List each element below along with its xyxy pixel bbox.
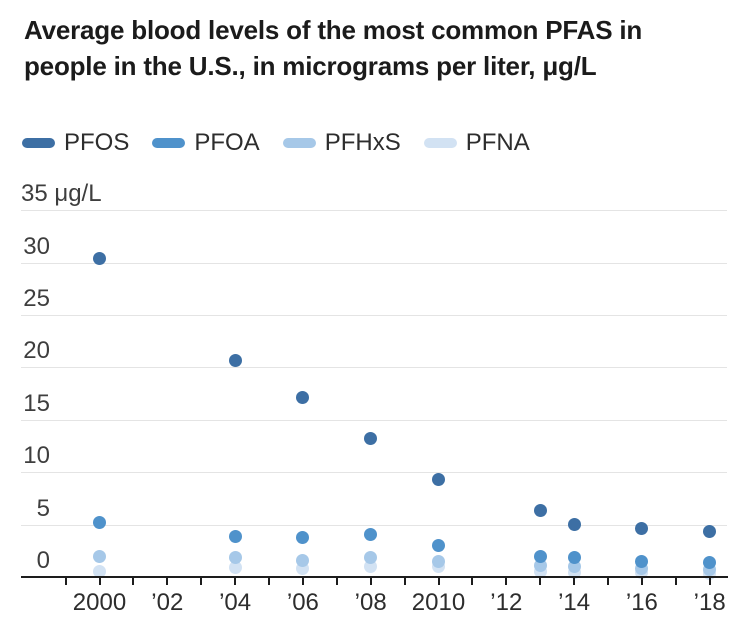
x-axis-label-2010: 2010 bbox=[411, 589, 466, 616]
x-axis-tick-2014 bbox=[573, 578, 576, 585]
data-point-PFHxS-2000 bbox=[93, 549, 106, 563]
y-axis-label-5: 5 bbox=[36, 495, 50, 522]
x-axis-label-2018: ’18 bbox=[693, 589, 726, 616]
x-axis-tick-2009 bbox=[403, 578, 406, 585]
x-axis-tick-1999 bbox=[64, 578, 67, 585]
x-axis-tick-2010 bbox=[437, 578, 440, 585]
x-axis-label-2000: 2000 bbox=[72, 589, 127, 616]
x-axis-tick-2004 bbox=[234, 578, 237, 585]
gridline-15 bbox=[21, 420, 727, 421]
legend-label: PFHxS bbox=[324, 129, 401, 156]
y-axis-label-0: 0 bbox=[36, 547, 50, 574]
legend-swatch-icon bbox=[22, 138, 55, 148]
data-point-PFOS-2000 bbox=[93, 251, 106, 265]
data-point-PFOA-2013 bbox=[533, 549, 547, 563]
legend-label: PFNA bbox=[465, 129, 530, 156]
y-axis-label-20: 20 bbox=[23, 337, 50, 364]
x-axis-tick-2013 bbox=[539, 578, 542, 585]
data-point-PFOS-2010 bbox=[432, 473, 445, 486]
legend-item-PFOS: PFOS bbox=[22, 130, 129, 156]
data-point-PFNA-2004 bbox=[228, 561, 242, 575]
gridline-35 bbox=[21, 210, 727, 211]
data-point-PFOS-2004 bbox=[228, 353, 242, 367]
data-point-PFOA-2014 bbox=[567, 550, 581, 564]
x-axis-tick-2015 bbox=[607, 578, 609, 585]
gridline-20 bbox=[21, 367, 727, 368]
y-axis-label-15: 15 bbox=[23, 390, 50, 417]
data-point-PFHxS-2004 bbox=[228, 550, 242, 564]
y-axis-label-30: 30 bbox=[23, 233, 50, 260]
x-axis-tick-2017 bbox=[674, 578, 677, 585]
legend-swatch-icon bbox=[152, 138, 186, 148]
data-point-PFNA-2000 bbox=[93, 565, 106, 579]
x-axis-tick-2018 bbox=[708, 578, 711, 585]
gridline-5 bbox=[21, 525, 727, 526]
gridline-30 bbox=[21, 263, 727, 264]
x-axis-tick-2003 bbox=[200, 578, 203, 585]
data-point-PFOA-2000 bbox=[93, 515, 106, 529]
data-point-PFOS-2006 bbox=[296, 391, 310, 405]
data-point-PFOS-2016 bbox=[635, 522, 649, 536]
x-axis-tick-2005 bbox=[268, 578, 270, 585]
x-axis-tick-2007 bbox=[335, 578, 338, 585]
x-axis-label-2008: ’08 bbox=[354, 589, 387, 616]
data-point-PFOA-2004 bbox=[228, 529, 242, 543]
gridline-10 bbox=[21, 472, 727, 473]
data-point-PFHxS-2006 bbox=[296, 553, 310, 567]
data-point-PFOS-2013 bbox=[533, 504, 547, 518]
x-axis-tick-2012 bbox=[505, 578, 508, 585]
x-axis-tick-2000 bbox=[98, 578, 101, 585]
data-point-PFOS-2014 bbox=[567, 518, 581, 532]
legend-swatch-icon bbox=[423, 138, 457, 148]
data-point-PFHxS-2008 bbox=[364, 550, 378, 564]
data-point-PFOA-2016 bbox=[635, 554, 649, 568]
y-axis-label-35: 35 μg/L bbox=[21, 180, 102, 207]
data-point-PFOA-2018 bbox=[703, 555, 717, 569]
x-axis-label-2014: ’14 bbox=[558, 589, 591, 616]
y-axis-label-25: 25 bbox=[23, 285, 50, 312]
x-axis-label-2002: ’02 bbox=[151, 589, 184, 616]
chart-title: Average blood levels of the most common … bbox=[24, 15, 643, 81]
y-axis-label-10: 10 bbox=[23, 442, 50, 469]
x-axis-label-2012: ’12 bbox=[490, 589, 523, 616]
legend: PFOS PFOA PFHxS PFNA bbox=[22, 130, 530, 156]
data-point-PFOA-2010 bbox=[432, 539, 445, 553]
data-point-PFOS-2018 bbox=[703, 525, 717, 539]
x-axis-label-2016: ’16 bbox=[625, 589, 658, 616]
x-axis-label-2006: ’06 bbox=[286, 589, 319, 616]
x-axis-line bbox=[21, 576, 728, 578]
legend-item-PFHxS: PFHxS bbox=[282, 129, 401, 156]
x-axis-tick-2001 bbox=[132, 578, 135, 585]
legend-swatch-icon bbox=[282, 138, 316, 148]
data-point-PFHxS-2010 bbox=[432, 554, 445, 568]
data-point-PFOA-2008 bbox=[364, 527, 378, 541]
x-axis-tick-2006 bbox=[301, 578, 304, 585]
x-axis-tick-2016 bbox=[640, 578, 643, 585]
legend-item-PFNA: PFNA bbox=[423, 129, 530, 156]
x-axis-tick-2008 bbox=[369, 578, 372, 585]
x-axis-tick-2002 bbox=[166, 578, 169, 585]
legend-label: PFOS bbox=[64, 129, 130, 156]
x-axis-tick-2011 bbox=[471, 578, 474, 585]
gridline-25 bbox=[21, 315, 727, 316]
data-point-PFOS-2008 bbox=[364, 432, 378, 446]
x-axis-label-2004: ’04 bbox=[219, 589, 252, 616]
legend-item-PFOA: PFOA bbox=[152, 129, 260, 156]
legend-label: PFOA bbox=[194, 129, 260, 156]
data-point-PFOA-2006 bbox=[296, 530, 310, 544]
